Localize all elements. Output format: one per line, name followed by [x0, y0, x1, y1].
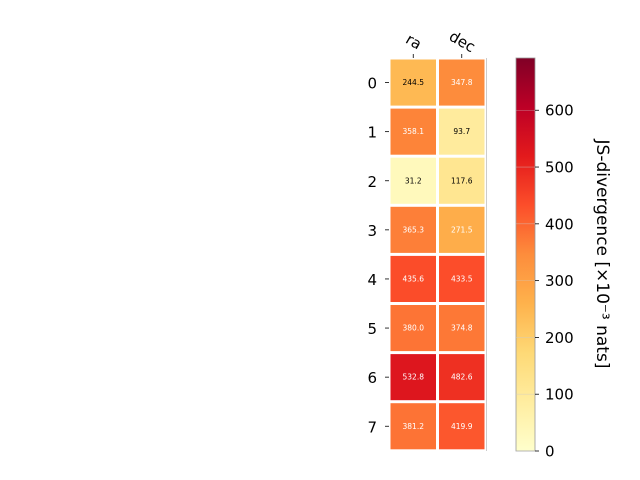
colorbar-tick-label: 100 [545, 386, 574, 404]
colorbar-tick-label: 0 [545, 443, 555, 461]
y-tick-label: 1 [367, 124, 377, 142]
heatmap-cell [439, 108, 485, 155]
cell-value-label: 381.2 [403, 422, 425, 431]
x-tick-label: dec [446, 27, 478, 56]
cell-value-label: 380.0 [403, 324, 425, 333]
cell-value-label: 31.2 [405, 176, 422, 185]
cell-value-label: 532.8 [403, 373, 425, 382]
colorbar [515, 57, 536, 452]
heatmap-cell [439, 403, 485, 450]
x-axis-ticks: ra dec [403, 27, 478, 58]
heatmap-cell [390, 157, 436, 204]
colorbar-tick-label: 600 [545, 102, 574, 120]
y-axis-ticks: 0 1 2 3 4 5 6 7 [367, 75, 389, 436]
heatmap-cell [439, 206, 485, 253]
heatmap-cells [390, 59, 485, 450]
heatmap-cell [439, 305, 485, 352]
heatmap-cell [390, 59, 436, 106]
heatmap-cell [439, 59, 485, 106]
heatmap-cell [390, 354, 436, 401]
cell-value-label: 244.5 [403, 78, 425, 87]
colorbar-tick-label: 300 [545, 272, 574, 290]
heatmap-cell [390, 206, 436, 253]
cell-value-label: 93.7 [453, 127, 470, 136]
y-tick-label: 0 [367, 75, 377, 93]
cell-value-label: 347.8 [451, 78, 473, 87]
heatmap-cell [439, 255, 485, 302]
y-tick-label: 6 [367, 369, 377, 387]
heatmap-cell [439, 157, 485, 204]
cell-value-label: 271.5 [451, 225, 473, 234]
cell-value-label: 374.8 [451, 324, 473, 333]
cell-value-label: 433.5 [451, 274, 473, 283]
cell-value-labels: 244.5 347.8 358.1 93.7 31.2 117.6 365.3 271.5 43… [403, 78, 473, 431]
y-tick-label: 4 [367, 271, 377, 289]
heatmap-cell [390, 108, 436, 155]
heatmap-cell [439, 354, 485, 401]
cell-value-label: 358.1 [403, 127, 425, 136]
x-tick-label: ra [403, 30, 425, 53]
cell-value-label: 419.9 [451, 422, 473, 431]
cell-value-label: 482.6 [451, 373, 473, 382]
colorbar-tick-label: 200 [545, 329, 574, 347]
colorbar-ticks: 0 100 200 300 400 500 600 [516, 102, 574, 461]
heatmap-cell [390, 255, 436, 302]
colorbar-label: JS-divergence [×10⁻³ nats] [592, 139, 612, 369]
y-tick-label: 5 [367, 320, 377, 338]
heatmap-cell [390, 305, 436, 352]
cell-value-label: 435.6 [403, 274, 425, 283]
y-tick-label: 2 [367, 173, 377, 191]
cell-value-label: 365.3 [403, 225, 425, 234]
cell-value-label: 117.6 [451, 176, 473, 185]
y-tick-label: 3 [367, 222, 377, 240]
heatmap-cell [390, 403, 436, 450]
y-tick-label: 7 [367, 418, 377, 436]
colorbar-tick-label: 400 [545, 215, 574, 233]
colorbar-tick-label: 500 [545, 159, 574, 177]
